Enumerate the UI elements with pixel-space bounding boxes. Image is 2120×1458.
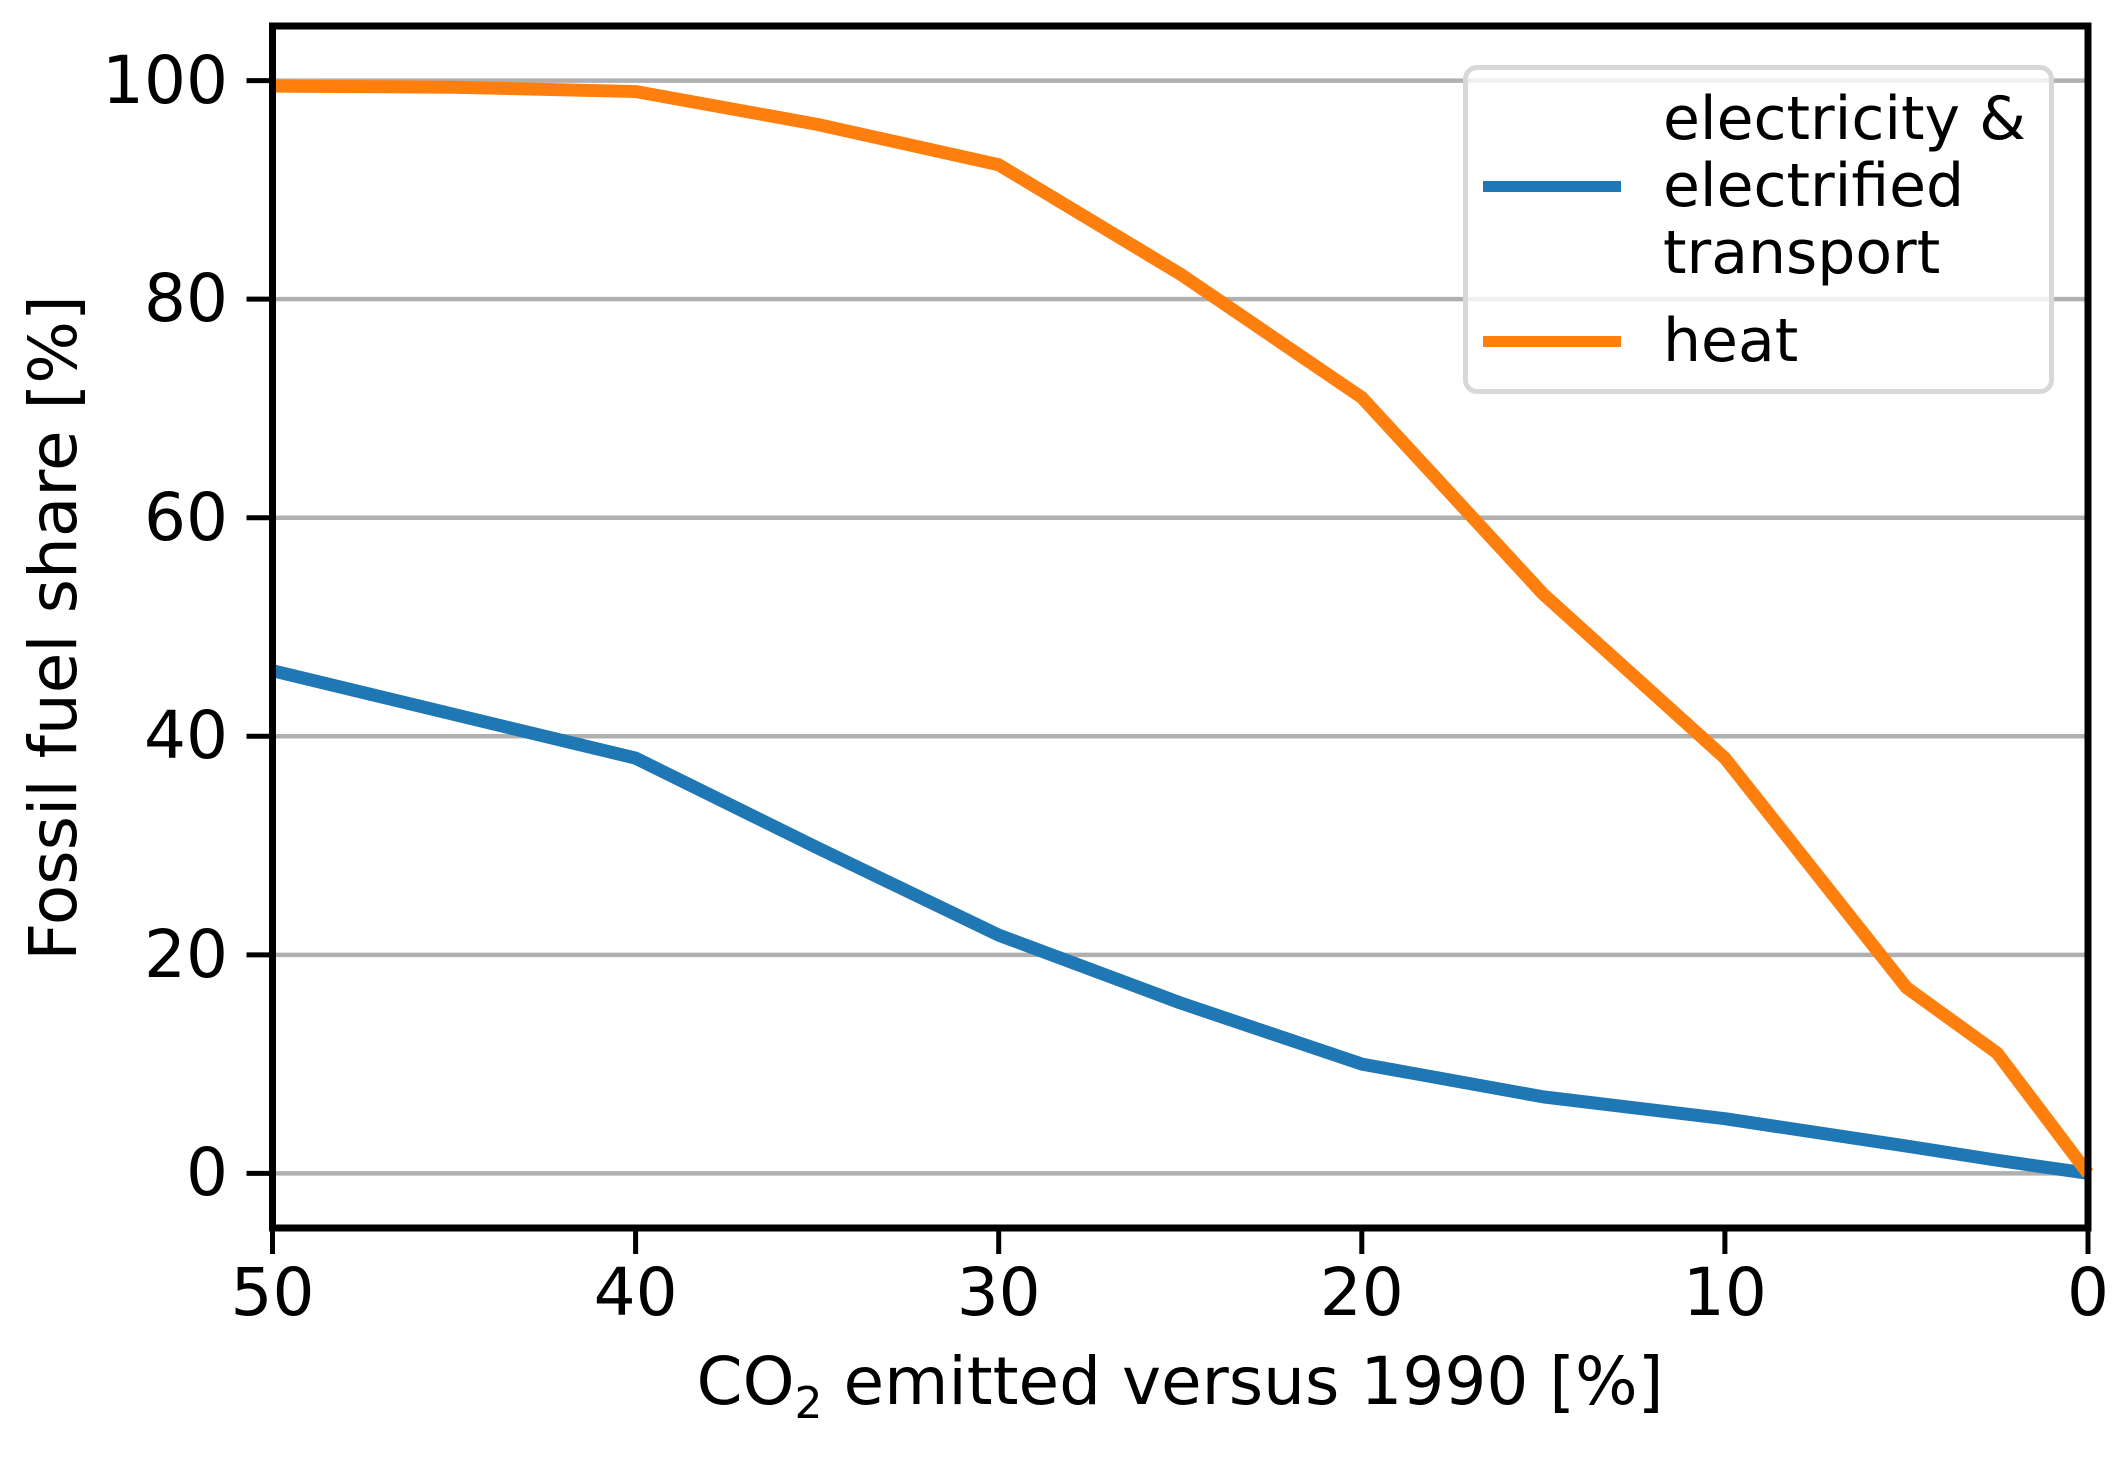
legend-label-line: electrified — [1663, 151, 1965, 221]
legend-label-electricity: electricity & electrified transport — [1663, 86, 2026, 287]
y-tick-label-80: 80 — [144, 260, 228, 338]
y-tick-label-100: 100 — [102, 41, 228, 119]
y-tick-label-0: 0 — [186, 1134, 228, 1212]
y-tick-label-40: 40 — [144, 697, 228, 775]
x-tick-label-50: 50 — [230, 1254, 315, 1331]
x-axis-label-subscript: 2 — [794, 1378, 823, 1430]
x-tick-label-30: 30 — [956, 1254, 1041, 1331]
electricity-line — [270, 664, 2089, 1180]
legend-swatch-heat-line — [1483, 336, 1621, 347]
legend-label-line: electricity & — [1663, 84, 2026, 154]
legend-entry-heat: heat — [1483, 308, 2049, 375]
y-tick-label-60: 60 — [144, 478, 228, 556]
y-axis-label: Fossil fuel share [%] — [15, 295, 92, 961]
legend: electricity & electrified transport heat — [1463, 65, 2054, 394]
y-tick-label-20: 20 — [144, 915, 228, 993]
x-axis-label-text: emitted versus 1990 [%] — [822, 1343, 1664, 1420]
legend-label-line: heat — [1663, 306, 1799, 376]
x-tick-label-40: 40 — [593, 1254, 678, 1331]
legend-swatch-electricity-line — [1483, 181, 1621, 192]
legend-label-line: transport — [1663, 218, 1941, 288]
x-tick-label-20: 20 — [1319, 1254, 1404, 1331]
x-axis-label-text: CO — [696, 1343, 795, 1420]
legend-entry-electricity: electricity & electrified transport — [1483, 86, 2049, 287]
heat-line — [272, 79, 2094, 1178]
x-tick-label-0: 0 — [2067, 1254, 2109, 1331]
legend-label-heat: heat — [1663, 308, 1798, 375]
y-axis-label-text: Fossil fuel share [%] — [15, 295, 92, 961]
axes-spines — [269, 22, 2092, 1232]
x-axis-label: CO2 emitted versus 1990 [%] — [272, 1343, 2088, 1426]
x-tick-label-10: 10 — [1682, 1254, 1767, 1331]
